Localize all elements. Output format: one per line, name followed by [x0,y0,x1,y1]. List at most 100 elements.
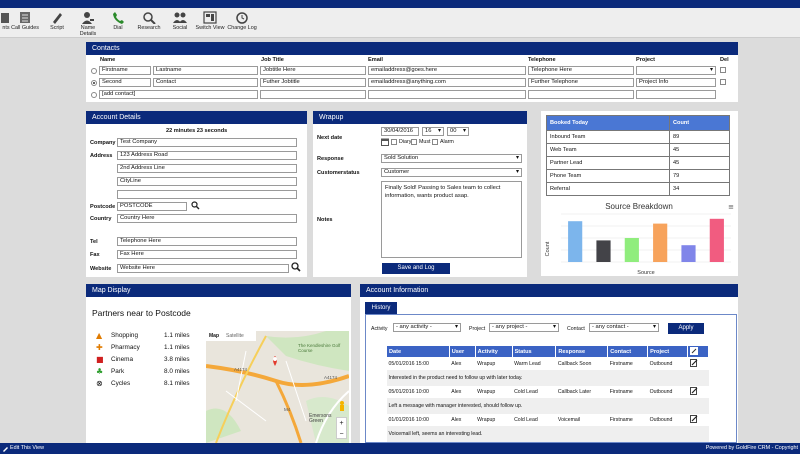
map-type-control: Map Satellite [206,331,256,341]
customerstatus-select[interactable]: Customer [381,168,522,177]
email-field[interactable]: emailaddress@anything.com [368,78,526,87]
edit-icon[interactable] [689,386,698,395]
jobtitle-field[interactable] [260,90,366,99]
script-button[interactable]: Script [46,11,68,37]
alarm-checkbox[interactable] [432,139,438,145]
count-cell: 89 [669,130,730,144]
table-row[interactable]: 05/01/2016 15:00 Alex Wrapup Warm Lead C… [386,357,709,370]
contact-header[interactable]: Contact [607,345,649,358]
address-line-3[interactable]: CityLine [117,177,297,186]
account-information-title: Account Information [360,284,738,297]
dial-button[interactable]: Dial [108,11,128,37]
email-field[interactable] [368,90,526,99]
table-row[interactable]: 05/01/2016 10:00 Alex Wrapup Cold Lead C… [386,385,709,398]
response-select[interactable]: Sold Solution [381,154,522,163]
address-line-1[interactable]: 123 Address Road [117,151,297,160]
fax-field[interactable]: Fax Here [117,250,297,259]
name-details-button[interactable]: Name Details [72,11,104,37]
project-select[interactable] [636,66,716,75]
website-search-icon[interactable] [291,262,301,272]
activity-header[interactable]: Activity [474,345,513,358]
zoom-out-button[interactable]: − [339,431,344,438]
chart-bar[interactable] [624,238,639,262]
email-field[interactable]: emailaddress@goes.here [368,66,526,75]
chart-bar[interactable] [596,240,611,262]
pegman-icon[interactable] [338,401,346,413]
project-filter-select[interactable]: - any project - [489,323,559,332]
firstname-field[interactable]: Firstname [99,66,151,75]
address-line-4[interactable] [117,190,297,199]
edit-this-view-link[interactable]: Edit This View [10,445,44,451]
table-row[interactable]: 01/01/2016 10:00 Alex Wrapup Cold Lead V… [386,413,709,426]
project-field[interactable]: Project Info [636,78,716,87]
call-timer: 22 minutes 23 seconds [166,128,228,134]
telephone-field[interactable]: Further Telephone [528,78,634,87]
map-display-title: Map Display [86,284,351,297]
edit-all-icon[interactable] [690,346,699,355]
telephone-field[interactable]: Telephone Here [528,66,634,75]
telephone-field[interactable] [528,90,634,99]
project-header[interactable]: Project [647,345,689,358]
activity-filter-select[interactable]: - any activity - [393,323,461,332]
tab-history[interactable]: History [365,302,397,314]
calendar-icon[interactable] [381,138,389,146]
address-line-2[interactable]: 2nd Address Line [117,164,297,173]
next-date-field[interactable]: 30/04/2016 [381,127,419,136]
map-tab[interactable]: Map [209,333,219,339]
chart-bar[interactable] [709,218,724,262]
lastname-field[interactable]: Lastname [153,66,258,75]
next-date-label: Next date [317,135,343,141]
contact-filter-select[interactable]: - any contact - [589,323,659,332]
table-row: Partner Lead 45 [546,156,730,170]
chart-bar[interactable] [681,245,696,262]
save-and-log-button[interactable]: Save and Log [382,263,450,274]
jobtitle-field[interactable]: Futher Jobtitle [260,78,366,87]
jobtitle-field[interactable]: Jobtitle Here [260,66,366,75]
lastname-field[interactable]: Contact [153,78,258,87]
date-cell: 05/01/2016 15:00 [386,357,450,370]
user-header[interactable]: User [448,345,476,358]
contacts-button[interactable]: nts [0,11,12,37]
contact-radio[interactable] [91,80,97,86]
satellite-tab[interactable]: Satellite [226,333,244,339]
firstname-field[interactable]: Second [99,78,151,87]
switch-view-button[interactable]: Switch View [195,11,225,37]
must-checkbox[interactable] [411,139,417,145]
tel-field[interactable]: Telephone Here [117,237,297,246]
date-header[interactable]: Date [386,345,450,358]
contact-radio[interactable] [91,68,97,74]
postcode-field[interactable]: POSTCODE [117,202,187,211]
diary-checkbox[interactable] [391,139,397,145]
add-contact-field[interactable]: [add contact] [99,90,258,99]
response-header[interactable]: Response [555,345,609,358]
company-field[interactable]: Test Company [117,138,297,147]
hour-select[interactable]: 16 [422,127,444,136]
change-log-button[interactable]: Change Log [227,11,257,37]
project-field[interactable] [636,90,716,99]
minute-select[interactable]: 00 [447,127,469,136]
zoom-in-button[interactable]: + [339,420,344,427]
postcode-search-icon[interactable] [191,201,200,210]
contact-radio[interactable] [91,92,97,98]
edit-icon[interactable] [689,358,698,367]
chart-menu-icon[interactable]: ≡ [728,203,734,211]
delete-checkbox[interactable] [720,79,726,85]
booked-today-table: Booked Today Count Inbound Team 89 Web Te… [546,115,730,196]
country-field[interactable]: Country Here [117,214,297,223]
social-button[interactable]: Social [169,11,191,37]
edit-icon[interactable] [689,414,698,423]
chart-bar[interactable] [568,221,583,262]
edit-view-icon[interactable] [2,445,9,452]
col-email: Email [368,57,383,63]
status-header[interactable]: Status [511,345,557,358]
delete-checkbox[interactable] [720,67,726,73]
map-view[interactable]: Map Satellite The Kendleshire Golf Cours… [206,331,349,443]
map-label-road: A4174 [234,367,248,372]
table-row: Phone Team 79 [546,169,730,183]
chart-bar[interactable] [653,223,668,262]
notes-textarea[interactable]: Finally Sold! Passing to Sales team to c… [381,181,522,258]
research-button[interactable]: Research [136,11,162,37]
call-guides-button[interactable]: Call Guides [10,11,40,37]
apply-button[interactable]: Apply [668,323,704,334]
website-field[interactable]: Website Here [117,264,289,273]
